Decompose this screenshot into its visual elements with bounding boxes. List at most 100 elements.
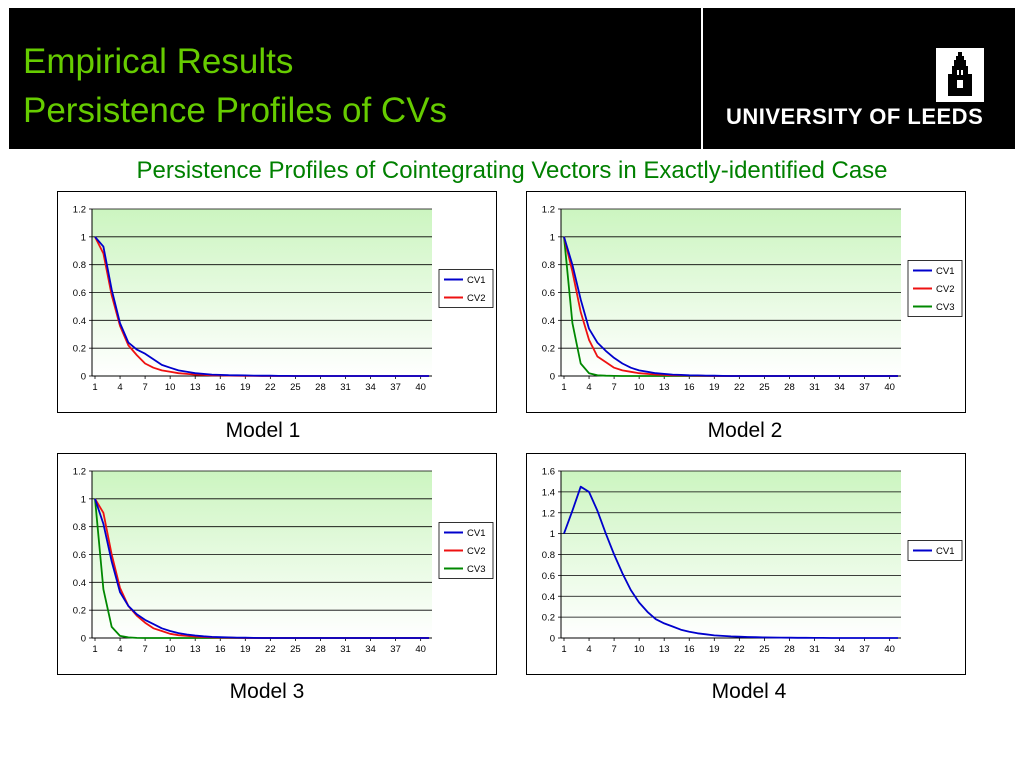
legend-label-cv2: CV2 [936, 284, 954, 295]
x-tick-label: 13 [659, 644, 670, 655]
legend [438, 269, 494, 308]
x-tick-label: 40 [884, 644, 895, 655]
legend-label-cv2: CV2 [467, 293, 485, 304]
x-tick-label: 37 [859, 644, 870, 655]
university-logo-text: UNIVERSITY OF LEEDS [726, 104, 984, 129]
x-tick-label: 31 [809, 382, 820, 393]
x-tick-label: 37 [859, 382, 870, 393]
x-tick-label: 1 [561, 644, 566, 655]
y-tick-label: 0 [550, 634, 555, 645]
y-tick-label: 0 [81, 634, 86, 645]
x-tick-label: 10 [634, 382, 645, 393]
x-tick-label: 19 [240, 644, 251, 655]
y-tick-label: 1.6 [542, 467, 555, 478]
x-tick-label: 22 [265, 382, 276, 393]
y-tick-label: 0.2 [73, 606, 86, 617]
chart-model-1: 0 0.2 0.4 0.6 0.8 1 1.2 1 4 7 10 13 16 19 22 25 28 31 34 37… [57, 191, 497, 413]
y-tick-label: 1.2 [542, 508, 555, 519]
chart-model-3-svg: 0 0.2 0.4 0.6 0.8 1 1.2 1 4 7 10 13 16 19 22 25 28 31 34 37… [73, 467, 494, 655]
chart-model-4-svg: 0 0.2 0.4 0.6 0.8 1 1.2 1.4 1.6 1 4 7 10 13 16 19 22 25 28… [542, 467, 963, 655]
x-tick-label: 37 [390, 644, 401, 655]
x-tick-label: 28 [784, 644, 795, 655]
chart-model-2-svg: 0 0.2 0.4 0.6 0.8 1 1.2 1 4 7 10 13 16 19 22 25 28 31 34 37… [542, 205, 963, 393]
legend-label-cv1: CV1 [936, 546, 954, 557]
x-tick-label: 22 [734, 644, 745, 655]
y-tick-label: 1.2 [542, 205, 555, 216]
legend-label-cv1: CV1 [467, 275, 485, 286]
x-tick-label: 16 [215, 644, 226, 655]
y-tick-label: 1 [550, 232, 555, 243]
x-tick-label: 4 [586, 382, 591, 393]
x-tick-label: 25 [759, 382, 770, 393]
y-tick-label: 0.6 [542, 288, 555, 299]
y-tick-label: 0.4 [542, 316, 555, 327]
label-model-3: Model 3 [229, 680, 305, 703]
x-tick-label: 4 [117, 382, 122, 393]
x-tick-label: 4 [117, 644, 122, 655]
y-tick-label: 1 [81, 232, 86, 243]
x-tick-label: 34 [834, 382, 845, 393]
label-model-1: Model 1 [225, 419, 301, 442]
legend-label-cv3: CV3 [467, 564, 485, 575]
y-tick-label: 1.4 [542, 487, 555, 498]
y-tick-label: 1 [81, 494, 86, 505]
y-tick-label: 0.2 [542, 613, 555, 624]
y-tick-label: 0.6 [73, 550, 86, 561]
x-tick-label: 19 [240, 382, 251, 393]
x-tick-label: 40 [415, 644, 426, 655]
y-tick-label: 0.4 [542, 592, 555, 603]
series-line-cv1 [94, 236, 429, 377]
legend-label-cv3: CV3 [936, 302, 954, 313]
y-tick-label: 0.8 [73, 260, 86, 271]
x-tick-label: 16 [215, 382, 226, 393]
x-tick-label: 25 [290, 644, 301, 655]
y-tick-label: 0.2 [542, 344, 555, 355]
x-tick-label: 37 [390, 382, 401, 393]
x-tick-label: 31 [340, 644, 351, 655]
title-line-2: Persistence Profiles of CVs [23, 91, 448, 130]
y-tick-label: 0.6 [73, 288, 86, 299]
series-line-cv1 [563, 236, 898, 377]
x-tick-label: 34 [834, 644, 845, 655]
x-tick-label: 13 [659, 382, 670, 393]
chart-model-3: 0 0.2 0.4 0.6 0.8 1 1.2 1 4 7 10 13 16 19 22 25 28 31 34 37… [57, 453, 497, 675]
x-tick-label: 25 [290, 382, 301, 393]
header-divider [701, 8, 703, 149]
y-tick-label: 0.2 [73, 344, 86, 355]
y-tick-label: 1.2 [73, 467, 86, 478]
x-tick-label: 40 [884, 382, 895, 393]
x-tick-label: 10 [634, 644, 645, 655]
label-model-4: Model 4 [711, 680, 787, 703]
x-tick-label: 22 [734, 382, 745, 393]
series-line-cv1 [563, 485, 898, 639]
series-line-cv1 [94, 498, 429, 639]
y-tick-label: 0.6 [542, 571, 555, 582]
x-tick-label: 1 [92, 382, 97, 393]
label-model-2: Model 2 [707, 419, 783, 442]
legend [907, 540, 963, 561]
chart-model-2: 0 0.2 0.4 0.6 0.8 1 1.2 1 4 7 10 13 16 19 22 25 28 31 34 37… [526, 191, 966, 413]
y-tick-label: 0 [550, 372, 555, 383]
chart-model-4: 0 0.2 0.4 0.6 0.8 1 1.2 1.4 1.6 1 4 7 10 13 16 19 22 25 28… [526, 453, 966, 675]
header-bar: Empirical Results Persistence Profiles o… [9, 8, 1015, 149]
legend-label-cv2: CV2 [467, 546, 485, 557]
x-tick-label: 4 [586, 644, 591, 655]
y-tick-label: 1.2 [73, 205, 86, 216]
x-tick-label: 28 [315, 644, 326, 655]
y-tick-label: 1 [550, 529, 555, 540]
slide-subtitle: Persistence Profiles of Cointegrating Ve… [136, 157, 888, 184]
x-tick-label: 7 [611, 382, 616, 393]
y-tick-label: 0.8 [542, 260, 555, 271]
legend-label-cv1: CV1 [467, 528, 485, 539]
y-tick-label: 0.8 [73, 522, 86, 533]
x-tick-label: 34 [365, 382, 376, 393]
x-tick-label: 16 [684, 644, 695, 655]
title-line-1: Empirical Results [23, 42, 294, 81]
x-tick-label: 7 [142, 382, 147, 393]
y-tick-label: 0 [81, 372, 86, 383]
y-tick-label: 0.4 [73, 316, 86, 327]
x-tick-label: 19 [709, 382, 720, 393]
x-tick-label: 7 [611, 644, 616, 655]
x-tick-label: 13 [190, 382, 201, 393]
x-tick-label: 13 [190, 644, 201, 655]
